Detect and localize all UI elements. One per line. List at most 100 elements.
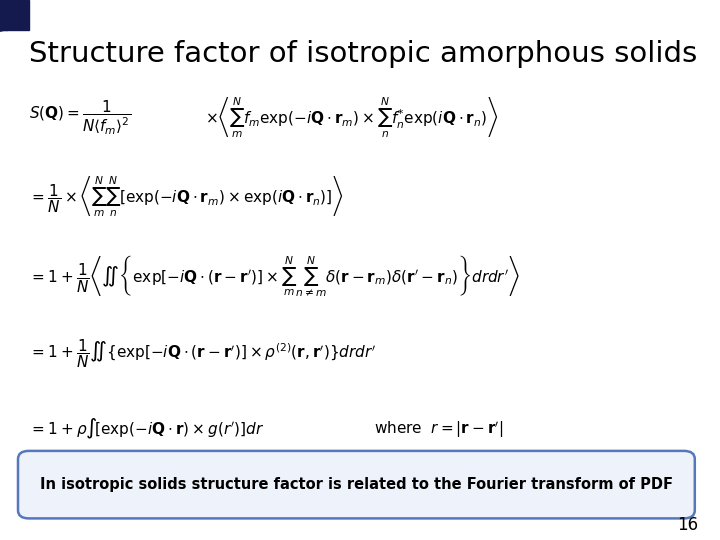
Bar [2, 0, 6, 30]
Bar [0, 0, 4, 30]
Bar [1, 0, 5, 30]
Bar [3, 0, 6, 30]
Bar [0, 0, 4, 30]
Bar [2, 0, 6, 30]
Text: $=\dfrac{1}{N} \times \left\langle\sum_m^N\sum_n^N\left[\exp(-i\mathbf{Q}\cdot\m: $=\dfrac{1}{N} \times \left\langle\sum_m… [29, 175, 343, 219]
Bar [1, 0, 5, 30]
Bar [4, 0, 7, 30]
Bar [4, 0, 7, 30]
Bar [4, 0, 7, 30]
Bar [1, 0, 4, 30]
Bar [4, 0, 7, 30]
Bar [1, 0, 5, 30]
Bar [1, 0, 5, 30]
Bar [1, 0, 4, 30]
Bar [1, 0, 5, 30]
Bar [2, 0, 6, 30]
Bar [2, 0, 6, 30]
Bar [3, 0, 6, 30]
Bar [1, 0, 5, 30]
Bar [1, 0, 5, 30]
Bar [3, 0, 6, 30]
Bar [1, 0, 5, 30]
Bar [1, 0, 5, 30]
Bar [3, 0, 6, 30]
Bar [2, 0, 6, 30]
Bar [0, 0, 4, 30]
Bar [1, 0, 4, 30]
Bar [0, 0, 29, 30]
Bar [2, 0, 6, 30]
Bar [1, 0, 4, 30]
Bar [4, 0, 7, 30]
Bar [1, 0, 4, 30]
Bar [4, 0, 7, 30]
Bar [1, 0, 4, 30]
Bar [1, 0, 5, 30]
Bar [0, 0, 4, 30]
Bar [3, 0, 6, 30]
Bar [3, 0, 6, 30]
Bar [3, 0, 6, 30]
Bar [0, 0, 4, 30]
Bar [3, 0, 6, 30]
Bar [0, 0, 4, 30]
Bar [3, 0, 6, 30]
Bar [1, 0, 4, 30]
Bar [3, 0, 6, 30]
Bar [1, 0, 5, 30]
Bar [0, 0, 4, 30]
Bar [2, 0, 6, 30]
Bar [1, 0, 5, 30]
Bar [2, 0, 6, 30]
Bar [0, 0, 4, 30]
Bar [0, 0, 4, 30]
Bar [4, 0, 7, 30]
Bar [0, 0, 4, 30]
Bar [2, 0, 6, 30]
Bar [2, 0, 6, 30]
Bar [3, 0, 6, 30]
Bar [1, 0, 4, 30]
Text: where  $r = |\mathbf{r} - \mathbf{r}'|$: where $r = |\mathbf{r} - \mathbf{r}'|$ [374, 419, 504, 440]
Bar [1, 0, 5, 30]
Bar [3, 0, 6, 30]
Bar [1, 0, 5, 30]
Bar [2, 0, 6, 30]
Bar [3, 0, 6, 30]
Bar [2, 0, 6, 30]
Bar [2, 0, 6, 30]
Bar [3, 0, 6, 30]
Bar [1, 0, 4, 30]
Bar [4, 0, 7, 30]
Bar [1, 0, 5, 30]
Bar [4, 0, 7, 30]
Bar [3, 0, 6, 30]
Bar [4, 0, 7, 30]
Bar [0, 0, 4, 30]
Bar [3, 0, 6, 30]
Bar [1, 0, 5, 30]
Bar [1, 0, 4, 30]
Bar [3, 0, 6, 30]
Bar [1, 0, 5, 30]
Bar [2, 0, 6, 30]
Bar [2, 0, 6, 30]
Bar [1, 0, 4, 30]
Bar [4, 0, 7, 30]
Bar [4, 0, 7, 30]
Bar [0, 0, 4, 30]
Bar [3, 0, 6, 30]
Text: Structure factor of isotropic amorphous solids: Structure factor of isotropic amorphous … [29, 40, 697, 69]
Bar [4, 0, 7, 30]
Bar [2, 0, 6, 30]
Bar [4, 0, 7, 30]
Bar [2, 0, 6, 30]
Bar [2, 0, 6, 30]
Bar [1, 0, 5, 30]
Bar [1, 0, 4, 30]
Bar [3, 0, 6, 30]
Bar [3, 0, 6, 30]
Bar [3, 0, 6, 30]
Bar [1, 0, 4, 30]
